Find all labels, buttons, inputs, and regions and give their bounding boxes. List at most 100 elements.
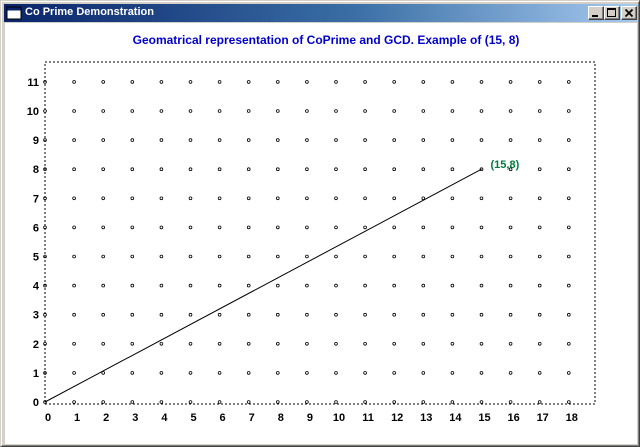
lattice-point	[130, 283, 135, 288]
lattice-point	[537, 196, 542, 201]
lattice-point	[217, 312, 222, 317]
y-tick-label: 8	[33, 164, 39, 176]
lattice-point	[363, 312, 367, 317]
lattice-point	[334, 371, 338, 375]
lattice-point	[217, 109, 222, 113]
lattice-point	[334, 225, 338, 230]
lattice-point	[72, 109, 76, 113]
lattice-point	[450, 254, 455, 259]
lattice-point	[537, 371, 542, 375]
lattice-point	[275, 109, 280, 113]
lattice-point	[188, 167, 193, 172]
lattice-point	[72, 283, 76, 288]
lattice-point	[275, 167, 280, 172]
lattice-point	[479, 312, 484, 317]
lattice-point	[101, 225, 105, 230]
lattice-point	[363, 225, 367, 230]
x-tick-label: 13	[420, 412, 432, 424]
y-axis-ticks: 0 1 2 3 4 5 6 7 8 9 10 11	[27, 77, 40, 409]
lattice-point	[566, 371, 571, 375]
lattice-point	[305, 138, 309, 142]
lattice-point	[450, 80, 455, 84]
coprime-chart: Geomatrical representation of CoPrime an…	[27, 33, 596, 424]
lattice-point	[101, 109, 105, 113]
lattice-point	[363, 138, 367, 142]
lattice-point	[479, 167, 484, 172]
lattice-point	[305, 312, 309, 317]
lattice-point	[479, 400, 484, 404]
lattice-point	[508, 283, 513, 288]
lattice-point	[130, 80, 135, 84]
lattice-point	[392, 167, 397, 172]
lattice-point	[479, 80, 484, 84]
lattice-point	[566, 254, 571, 259]
lattice-point	[334, 341, 338, 346]
lattice-point	[159, 400, 164, 404]
lattice-point	[450, 371, 455, 375]
x-tick-label: 5	[190, 412, 196, 424]
x-tick-label: 18	[566, 412, 578, 424]
lattice-point	[537, 138, 542, 142]
minimize-button[interactable]	[588, 6, 604, 20]
lattice-point	[159, 109, 164, 113]
lattice-point	[421, 80, 426, 84]
lattice-point	[130, 371, 135, 375]
lattice-point	[217, 283, 222, 288]
lattice-point	[508, 341, 513, 346]
lattice-point	[246, 196, 251, 201]
lattice-point	[421, 109, 426, 113]
maximize-button[interactable]	[604, 6, 620, 20]
lattice-point	[246, 167, 251, 172]
lattice-point	[159, 196, 164, 201]
lattice-point	[159, 225, 164, 230]
y-tick-label: 1	[33, 368, 39, 380]
lattice-point	[72, 400, 76, 404]
lattice-point	[188, 225, 193, 230]
lattice-points	[43, 80, 571, 404]
y-tick-label: 6	[33, 222, 39, 234]
lattice-point	[305, 254, 309, 259]
lattice-point	[159, 254, 164, 259]
lattice-point	[188, 283, 193, 288]
lattice-point	[392, 254, 397, 259]
x-tick-label: 10	[333, 412, 345, 424]
lattice-point	[305, 109, 309, 113]
lattice-point	[363, 400, 367, 404]
lattice-point	[43, 80, 47, 84]
lattice-point	[392, 283, 397, 288]
lattice-point	[43, 254, 47, 259]
lattice-point	[188, 371, 193, 375]
y-tick-label: 7	[33, 193, 39, 205]
lattice-point	[217, 254, 222, 259]
lattice-point	[43, 196, 47, 201]
close-button[interactable]	[621, 6, 637, 20]
lattice-point	[159, 283, 164, 288]
lattice-point	[188, 341, 193, 346]
x-tick-label: 12	[391, 412, 403, 424]
lattice-point	[537, 341, 542, 346]
window-title: Co Prime Demonstration	[25, 6, 154, 18]
lattice-point	[566, 196, 571, 201]
lattice-point	[130, 225, 135, 230]
lattice-point	[246, 80, 251, 84]
chart-canvas-area: Geomatrical representation of CoPrime an…	[5, 23, 637, 444]
title-bar[interactable]: Co Prime Demonstration	[4, 4, 638, 22]
lattice-point	[246, 341, 251, 346]
lattice-point	[508, 196, 513, 201]
lattice-point	[479, 371, 484, 375]
close-icon	[624, 8, 634, 18]
lattice-point	[188, 138, 193, 142]
chart-title: Geomatrical representation of CoPrime an…	[133, 33, 520, 47]
lattice-point	[159, 341, 164, 346]
lattice-point	[421, 283, 426, 288]
app-window-icon[interactable]	[6, 5, 22, 21]
lattice-point	[392, 196, 397, 201]
y-tick-label: 9	[33, 135, 39, 147]
lattice-point	[305, 225, 309, 230]
lattice-point	[246, 312, 251, 317]
x-tick-label: 2	[103, 412, 109, 424]
lattice-point	[159, 312, 164, 317]
lattice-point	[450, 341, 455, 346]
lattice-point	[275, 225, 280, 230]
lattice-point	[508, 167, 513, 172]
